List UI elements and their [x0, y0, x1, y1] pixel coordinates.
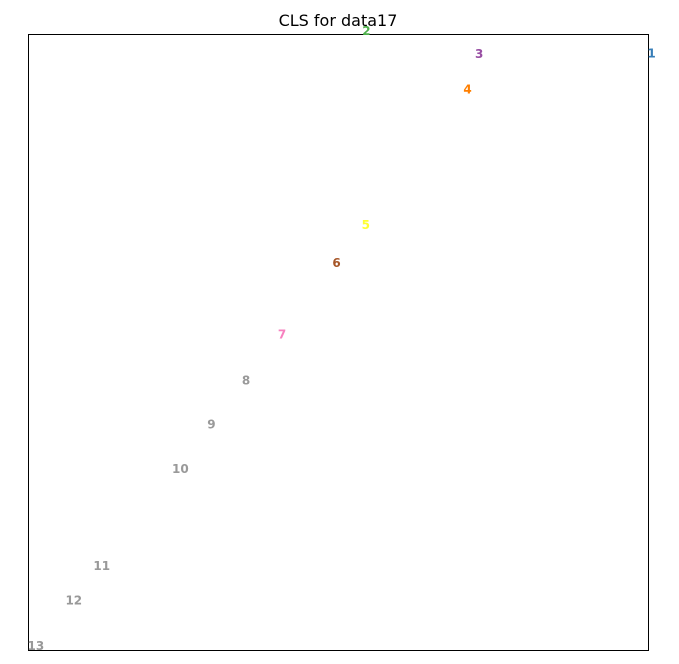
point-label-1: 1: [647, 47, 655, 61]
plot-area-frame: [28, 34, 649, 651]
point-label-12: 12: [65, 594, 82, 608]
point-label-13: 13: [28, 639, 45, 653]
point-label-10: 10: [172, 462, 189, 476]
point-label-5: 5: [362, 218, 370, 232]
chart-title: CLS for data17: [279, 11, 398, 30]
point-label-6: 6: [332, 256, 340, 270]
point-label-9: 9: [207, 417, 215, 431]
point-label-11: 11: [93, 559, 110, 573]
point-label-3: 3: [475, 47, 483, 61]
point-label-8: 8: [242, 374, 250, 388]
point-label-4: 4: [463, 82, 471, 96]
point-label-2: 2: [362, 24, 370, 38]
point-label-7: 7: [278, 328, 286, 342]
